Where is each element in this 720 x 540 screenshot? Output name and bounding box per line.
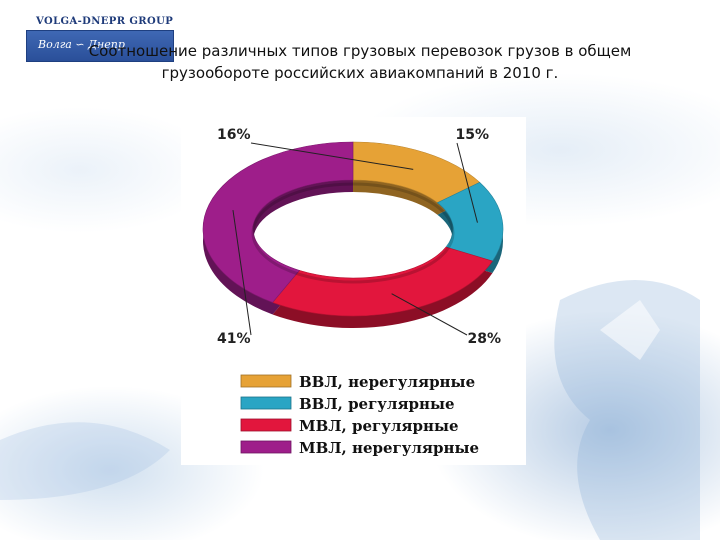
leader-line [250,142,414,170]
legend-entry: МВЛ, регулярные [299,417,459,435]
legend-entry: МВЛ, нерегулярные [299,439,479,457]
logo-banner [26,30,174,62]
legend-swatch [240,440,292,454]
data-label: 28% [467,331,501,347]
logo-sub-text: Волга ∽ Днепр [38,38,125,51]
title-line-2: грузообороте российских авиакомпаний в 2… [161,64,559,82]
legend-swatch [240,396,292,410]
data-label: 16% [217,127,251,143]
logo-top-text: VOLGA-DNEPR GROUP [36,16,174,27]
slide-title: Соотношение различных типов грузовых пер… [80,40,640,84]
legend-entry: ВВЛ, регулярные [299,395,455,413]
legend-swatch [240,374,292,388]
slice-3 [272,246,493,317]
data-label: 15% [455,127,489,143]
title-line-1: Соотношение различных типов грузовых пер… [88,42,632,60]
donut-chart: 16% 15% 28% 41% ВВЛ, нерегулярные ВВЛ, регуля… [202,127,504,457]
donut-hole-edge [251,182,455,284]
legend-entry: ВВЛ, нерегулярные [299,373,475,391]
data-label: 41% [217,331,251,347]
leader-line [232,209,252,336]
leader-line [391,293,468,336]
legend-swatch [240,418,292,432]
leader-line [456,142,478,223]
company-logo: VOLGA-DNEPR GROUP Волга ∽ Днепр [26,16,174,64]
